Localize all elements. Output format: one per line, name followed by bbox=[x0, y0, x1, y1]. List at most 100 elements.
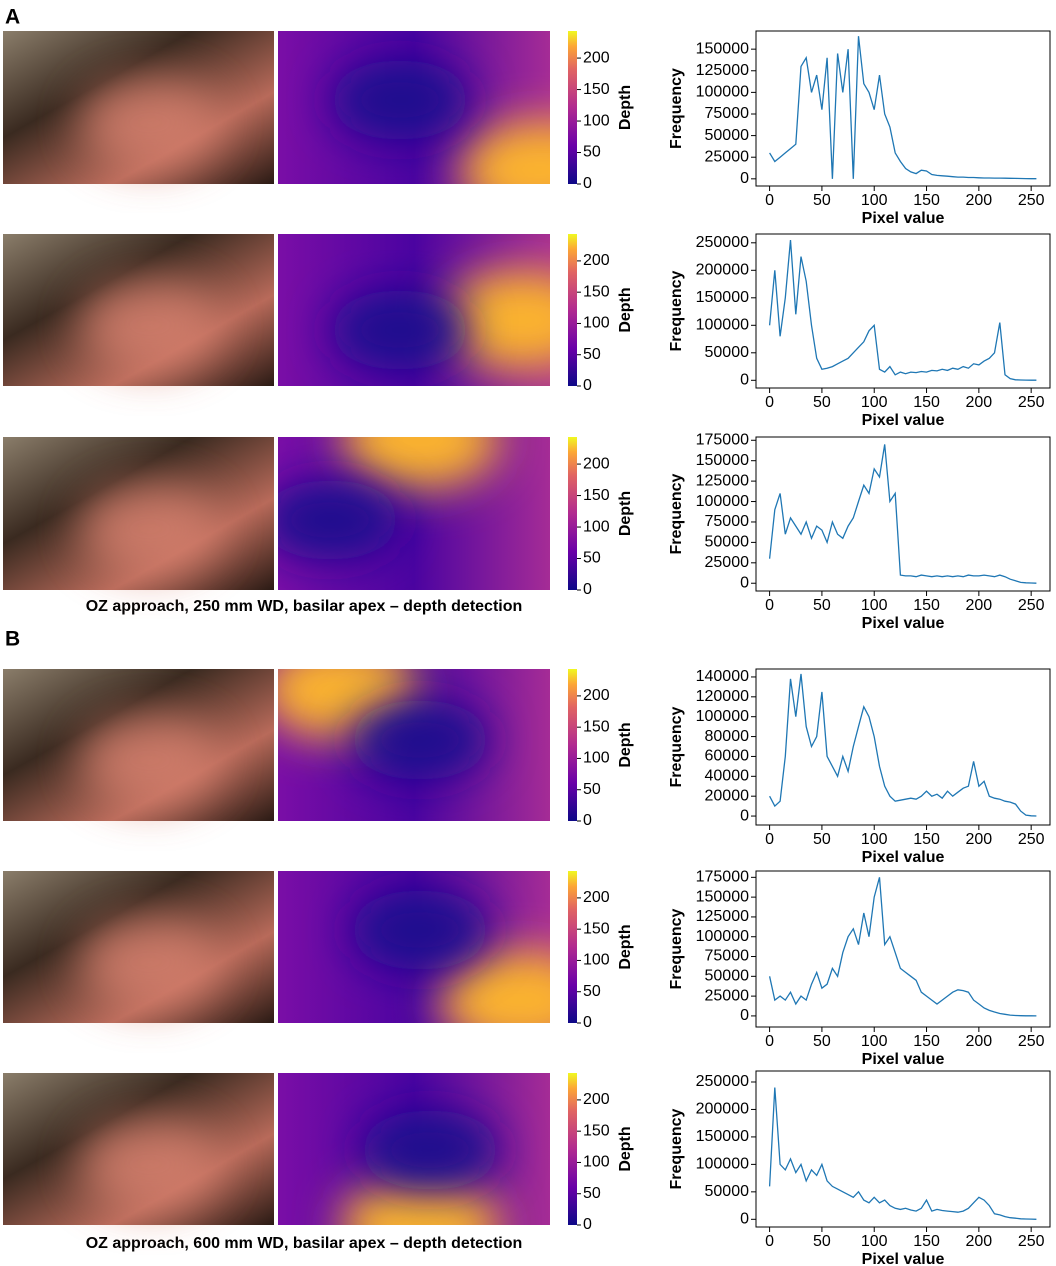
colorbar-tick-label: 150 bbox=[583, 1122, 610, 1139]
depth-near bbox=[278, 480, 400, 560]
y-tick-label: 25000 bbox=[705, 148, 750, 165]
x-tick-label: 50 bbox=[813, 597, 831, 614]
axes-frame bbox=[755, 436, 1051, 592]
x-axis-label: Pixel value bbox=[862, 412, 945, 429]
colorbar-tick-label: 150 bbox=[583, 81, 610, 98]
histogram-line bbox=[769, 36, 1037, 180]
colorbar-tick-label: 150 bbox=[583, 718, 610, 735]
y-tick-label: 100000 bbox=[696, 493, 749, 510]
histogram-line bbox=[768, 239, 1037, 381]
depth-near bbox=[330, 290, 470, 370]
colorbar-label: Depth bbox=[617, 491, 634, 536]
photo-tissue bbox=[80, 280, 220, 371]
image-row bbox=[3, 1073, 550, 1225]
colorbar-tick-label: 0 bbox=[583, 812, 592, 829]
colorbar-tick-label: 50 bbox=[583, 983, 601, 1000]
colorbar-label: Depth bbox=[617, 287, 634, 332]
depth-far bbox=[460, 120, 550, 184]
x-tick-label: 200 bbox=[966, 831, 993, 848]
x-tick-label: 200 bbox=[966, 597, 993, 614]
x-tick-label: 0 bbox=[765, 394, 774, 411]
colorbar-label: Depth bbox=[617, 924, 634, 969]
y-tick-label: 60000 bbox=[705, 748, 750, 765]
x-tick-label: 250 bbox=[1018, 1233, 1045, 1250]
colorbar-tick-label: 100 bbox=[583, 750, 610, 767]
x-tick-label: 50 bbox=[813, 1033, 831, 1050]
y-tick-label: 40000 bbox=[705, 768, 750, 785]
x-axis-label: Pixel value bbox=[862, 615, 945, 632]
histogram-line bbox=[768, 1087, 1037, 1220]
photo-tissue bbox=[80, 715, 220, 806]
colorbar bbox=[568, 437, 577, 590]
axes-frame bbox=[755, 870, 1051, 1028]
x-tick-label: 250 bbox=[1018, 831, 1045, 848]
axes-frame bbox=[755, 1070, 1051, 1228]
histogram-line bbox=[768, 877, 1037, 1017]
axes-frame bbox=[755, 668, 1051, 826]
x-tick-label: 50 bbox=[813, 394, 831, 411]
depth-blobs bbox=[278, 437, 500, 560]
y-tick-label: 175000 bbox=[696, 431, 749, 448]
colorbar-tick-label: 200 bbox=[583, 1091, 610, 1108]
panel-label: B bbox=[5, 628, 20, 651]
y-tick-label: 125000 bbox=[696, 472, 749, 489]
y-tick-label: 120000 bbox=[696, 688, 749, 705]
y-tick-label: 150000 bbox=[696, 1128, 749, 1145]
y-tick-label: 100000 bbox=[696, 317, 749, 334]
x-tick-label: 50 bbox=[813, 831, 831, 848]
photo-tissue bbox=[80, 917, 220, 1008]
colorbar-tick-label: 150 bbox=[583, 283, 610, 300]
y-axis-label: Frequency bbox=[668, 1108, 685, 1189]
colorbar bbox=[568, 1073, 577, 1225]
depth-blobs bbox=[330, 270, 550, 370]
y-tick-label: 250000 bbox=[696, 1073, 749, 1090]
y-tick-label: 150000 bbox=[696, 888, 749, 905]
depth-far bbox=[440, 270, 550, 370]
axes-frame bbox=[755, 233, 1051, 389]
colorbar bbox=[568, 31, 577, 184]
y-tick-label: 75000 bbox=[705, 105, 750, 122]
depth-near bbox=[330, 60, 470, 140]
x-tick-label: 0 bbox=[765, 831, 774, 848]
depth-near bbox=[360, 1110, 500, 1190]
y-axis-label: Frequency bbox=[668, 473, 685, 554]
y-axis-label: Frequency bbox=[668, 908, 685, 989]
y-tick-label: 150000 bbox=[696, 40, 749, 57]
x-tick-label: 0 bbox=[765, 192, 774, 209]
depth-blobs bbox=[330, 60, 550, 184]
colorbar bbox=[568, 234, 577, 386]
x-tick-label: 100 bbox=[861, 831, 888, 848]
x-tick-label: 150 bbox=[913, 1233, 940, 1250]
x-tick-label: 150 bbox=[913, 192, 940, 209]
y-tick-label: 0 bbox=[740, 574, 749, 591]
x-tick-label: 100 bbox=[861, 597, 888, 614]
histogram-line bbox=[768, 444, 1037, 584]
image-row bbox=[3, 669, 550, 821]
y-tick-label: 80000 bbox=[705, 728, 750, 745]
x-axis-label: Pixel value bbox=[862, 1051, 945, 1068]
colorbar-label: Depth bbox=[617, 85, 634, 130]
colorbar-tick-label: 100 bbox=[583, 112, 610, 129]
depth-blobs bbox=[350, 890, 550, 1023]
y-tick-label: 150000 bbox=[696, 452, 749, 469]
y-tick-label: 50000 bbox=[705, 344, 750, 361]
y-tick-label: 125000 bbox=[696, 908, 749, 925]
colorbar-tick-label: 50 bbox=[583, 781, 601, 798]
panel-label: A bbox=[5, 6, 20, 29]
x-axis-label: Pixel value bbox=[862, 849, 945, 866]
photo-tissue bbox=[80, 1119, 220, 1210]
colorbar-tick-label: 50 bbox=[583, 1185, 601, 1202]
y-tick-label: 200000 bbox=[696, 1101, 749, 1118]
x-tick-label: 150 bbox=[913, 1033, 940, 1050]
y-tick-label: 50000 bbox=[705, 968, 750, 985]
x-tick-label: 0 bbox=[765, 597, 774, 614]
y-tick-label: 0 bbox=[740, 1211, 749, 1228]
colorbar-label: Depth bbox=[617, 722, 634, 767]
colorbar-tick-label: 200 bbox=[583, 889, 610, 906]
y-tick-label: 75000 bbox=[705, 513, 750, 530]
colorbar-tick-label: 150 bbox=[583, 487, 610, 504]
y-tick-label: 100000 bbox=[696, 928, 749, 945]
y-tick-label: 0 bbox=[740, 170, 749, 187]
axes-frame bbox=[755, 30, 1051, 187]
